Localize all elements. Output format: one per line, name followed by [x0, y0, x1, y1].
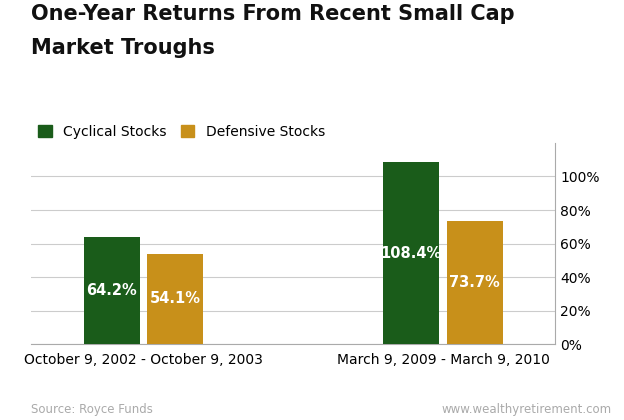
Text: Source: Royce Funds: Source: Royce Funds [31, 403, 153, 416]
Bar [447, 220, 503, 344]
Text: 108.4%: 108.4% [381, 246, 442, 261]
Bar [84, 236, 140, 344]
Text: One-Year Returns From Recent Small Cap: One-Year Returns From Recent Small Cap [31, 4, 515, 24]
Text: Market Troughs: Market Troughs [31, 38, 215, 58]
Legend: Cyclical Stocks, Defensive Stocks: Cyclical Stocks, Defensive Stocks [38, 125, 324, 139]
Text: 73.7%: 73.7% [449, 275, 500, 290]
Bar [147, 254, 203, 344]
Text: 64.2%: 64.2% [86, 283, 137, 298]
Bar [383, 162, 439, 344]
Text: www.wealthyretirement.com: www.wealthyretirement.com [441, 403, 612, 416]
Text: 54.1%: 54.1% [150, 291, 201, 307]
